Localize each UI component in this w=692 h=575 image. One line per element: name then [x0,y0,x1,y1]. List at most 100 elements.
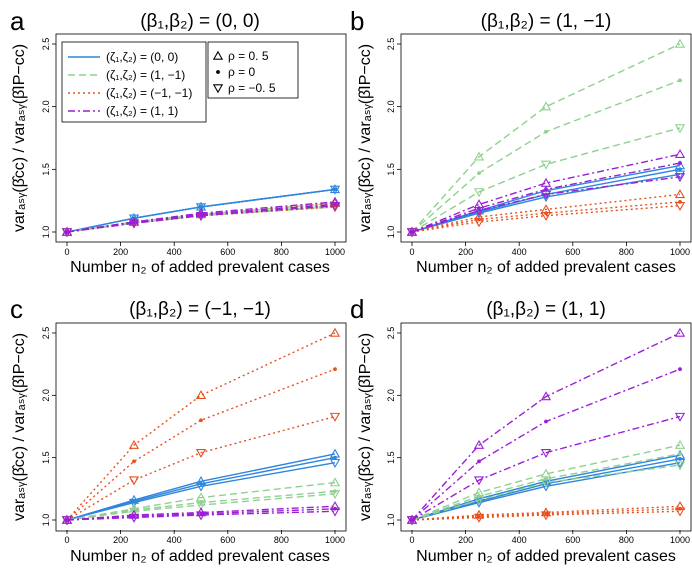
data-point [61,516,73,526]
y-tick-label: 1.0 [386,226,396,239]
panel-d: d (β₁,β₂) = (1, 1) 0 200 400 600 800 1000 1.0… [350,294,692,565]
x-tick-label: 800 [274,247,289,257]
data-point [674,189,686,199]
y-axis-label: varₐₛᵧ(β̂cc) / varₐₛᵧ(β̂IP−cc) [357,44,374,232]
data-point [674,124,686,134]
data-point [195,390,207,400]
x-tick-label: 400 [512,535,527,545]
y-tick-label: 1.5 [41,451,51,464]
y-axis: 1.0 1.5 2.0 2.5 [386,38,401,239]
x-tick-label: 1000 [670,247,690,257]
y-axis: 1.0 1.5 2.0 2.5 [386,327,401,526]
data-point [678,161,682,165]
data-point [540,190,552,200]
legend-label: (ζ₁,ζ₂) = (1, −1) [106,68,185,82]
x-axis: 0 200 400 600 800 1000 [64,530,345,545]
series-line [411,510,681,521]
y-axis-label: varₐₛᵧ(β̂cc) / varₐₛᵧ(β̂IP−cc) [11,333,28,521]
x-tick-label: 800 [619,247,634,257]
x-tick-label: 0 [409,535,414,545]
data-point [128,476,140,486]
data-point [195,511,207,521]
data-point [329,327,341,337]
data-point [473,513,485,523]
x-axis: 0 200 400 600 800 1000 [64,242,345,257]
data-point [329,458,341,468]
series-line [411,508,681,521]
data-point [128,219,140,229]
data-point [544,187,548,192]
x-axis-label: Number n₂ of added prevalent cases [70,548,330,565]
plot-frame [400,322,692,532]
x-tick-label: 1000 [670,535,690,545]
legend-marker-swatch [216,70,220,74]
data-point [674,170,686,180]
y-axis: 1.0 1.5 2.0 2.5 [41,327,56,526]
series-line [411,79,681,233]
legend-marker-swatch [212,50,224,60]
series-line [411,453,681,521]
series-line [66,188,336,233]
legend-label: (ζ₁,ζ₂) = (−1, −1) [106,86,192,100]
panel-letter: d [350,294,364,324]
data-point [473,496,485,506]
data-point [678,78,682,83]
data-point [674,461,686,471]
x-tick-label: 200 [458,535,473,545]
y-tick-label: 2.0 [386,389,396,402]
legend-marker-swatch [212,84,224,94]
x-tick-label: 400 [167,247,182,257]
x-tick-label: 200 [113,247,128,257]
data-point [540,177,552,187]
data-point [473,188,485,198]
y-axis: 1.0 1.5 2.0 2.5 [41,38,56,238]
series-line [411,332,681,521]
series-line [411,444,681,521]
y-tick-label: 2.5 [386,38,396,51]
data-point [477,171,481,175]
series-line [411,127,681,233]
series-line [66,493,336,521]
data-point [540,391,552,401]
panel-a: a (β₁,β₂) = (0, 0) 0 200 400 600 800 1000 1.0… [10,6,347,276]
series-line [411,505,681,521]
y-tick-label: 2.0 [386,100,396,113]
legend-rho-box [207,41,299,99]
panel-letter: b [350,6,364,36]
x-tick-label: 0 [409,247,414,257]
series-layer [61,184,341,238]
data-point [544,419,548,424]
data-point [674,458,686,468]
data-point [128,216,140,226]
series-line [411,43,681,233]
y-tick-label: 1.5 [386,451,396,464]
data-point [674,507,686,517]
data-point [473,218,485,228]
legend-rho-entries: ρ = 0. 5 ρ = 0 ρ = −0. 5 [212,49,276,95]
x-tick-label: 400 [167,535,182,545]
data-point [674,148,686,158]
data-point [195,501,207,511]
panel-letter: a [10,6,25,36]
y-tick-label: 2.0 [41,100,51,113]
series-line [66,204,336,233]
data-point [329,490,341,500]
series-line [66,332,336,521]
data-point [329,412,341,422]
legend-label: (ζ₁,ζ₂) = (1, 1) [106,104,178,118]
x-axis-label: Number n₂ of added prevalent cases [416,548,676,565]
panel-c: c (β₁,β₂) = (−1, −1) 0 200 400 600 800 1000 1… [10,294,347,565]
data-point [678,452,682,456]
data-point [473,206,485,217]
series-line [411,153,681,233]
legend-label: (ζ₁,ζ₂) = (0, 0) [106,50,178,64]
legend-zeta-entries: (ζ₁,ζ₂) = (0, 0) (ζ₁,ζ₂) = (1, −1) (ζ₁,ζ₂)… [68,50,192,118]
x-axis-label: Number n₂ of added prevalent cases [70,259,330,276]
y-tick-label: 2.5 [386,327,396,340]
data-point [540,448,552,458]
panel-title: (β₁,β₂) = (−1, −1) [129,299,271,320]
series-layer [406,327,686,526]
data-point [473,151,485,161]
series-line [66,510,336,521]
